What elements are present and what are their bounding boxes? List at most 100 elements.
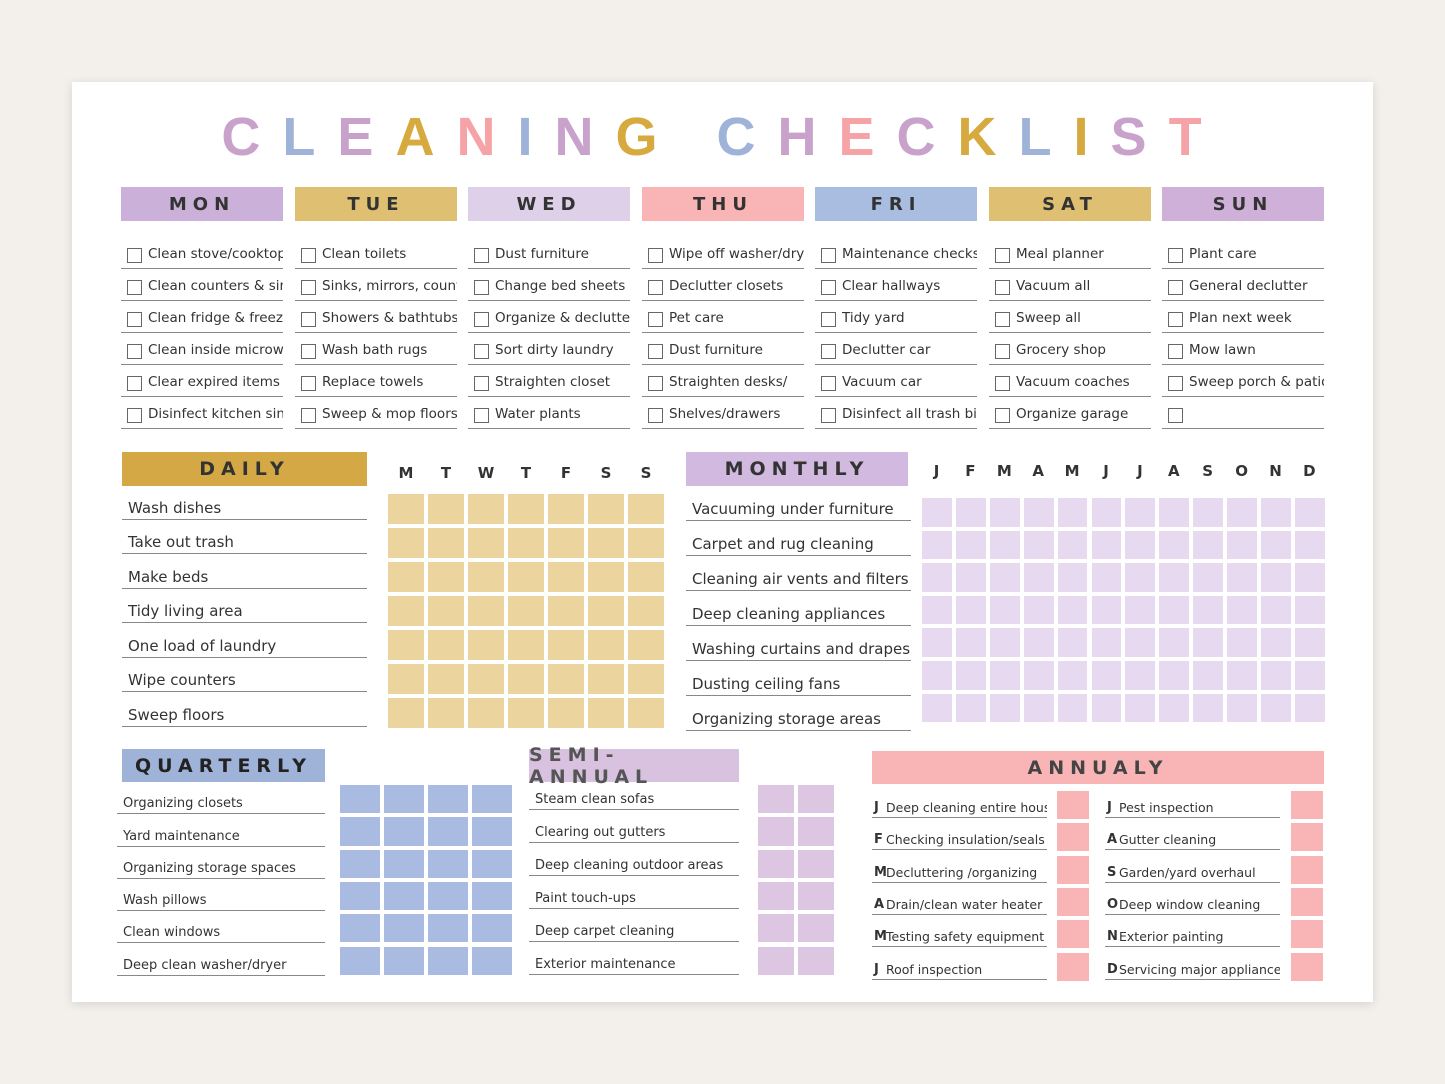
task: Vacuum all	[1016, 278, 1091, 294]
grid-cell	[955, 595, 986, 625]
task: Shelves/drawers	[669, 406, 781, 422]
title-letter: N	[554, 107, 616, 167]
grid-cell	[758, 785, 794, 814]
checkbox	[1168, 344, 1183, 359]
task: Clear expired items	[148, 374, 280, 390]
grid-cell	[388, 596, 424, 626]
grid-cell	[1057, 693, 1088, 723]
day-header: WED	[468, 187, 630, 221]
grid-cell	[955, 693, 986, 723]
checkbox	[995, 344, 1010, 359]
task: Wipe counters	[128, 671, 236, 689]
grid-cell	[628, 596, 664, 626]
grid-cell	[922, 628, 952, 657]
grid-cell	[1091, 498, 1122, 527]
grid-cell	[955, 498, 986, 527]
task-row: Mow lawn	[1162, 339, 1324, 365]
grid-cell	[758, 946, 794, 975]
column-label: M	[398, 464, 414, 482]
task: Pet care	[669, 310, 724, 326]
task: Exterior painting	[1119, 929, 1224, 945]
grid-cell	[955, 628, 986, 657]
grid-cell	[1294, 693, 1325, 723]
grid-cell	[1159, 628, 1190, 657]
task: Washing curtains and drapes	[692, 640, 911, 658]
task: General declutter	[1189, 278, 1308, 294]
checkbox-cell	[1057, 855, 1089, 884]
task: Water plants	[495, 406, 581, 422]
task-row: Vacuum coaches	[989, 371, 1151, 397]
task-row: Straighten desks/	[642, 371, 804, 397]
grid-cell	[472, 914, 512, 943]
task-row: Sweep all	[989, 307, 1151, 333]
task-row: Sweep floors	[122, 698, 367, 727]
task: Roof inspection	[886, 961, 983, 977]
annual-row: N Exterior painting	[1105, 919, 1280, 948]
checkbox-cell	[1057, 791, 1089, 819]
grid-cell	[1091, 628, 1122, 657]
grid-cell	[1125, 530, 1156, 560]
grid-cell	[468, 494, 504, 524]
grid-cell	[588, 596, 624, 626]
checkbox-cell	[1057, 920, 1089, 949]
column-label: J	[933, 462, 940, 480]
task-row: Exterior maintenance	[529, 948, 739, 975]
checkbox	[821, 344, 836, 359]
grid-cell	[628, 528, 664, 558]
grid-cell	[388, 494, 424, 524]
grid-cell	[428, 596, 464, 626]
grid-cell	[1294, 595, 1325, 625]
task-row: Pet care	[642, 307, 804, 333]
grid-cell	[1193, 661, 1224, 690]
task: Organize & declutter	[495, 310, 630, 326]
grid-cell	[428, 785, 468, 814]
title-letter: L	[282, 107, 338, 167]
task: Dusting ceiling fans	[692, 675, 841, 693]
task: Clean inside microwave	[148, 342, 283, 358]
grid-cell	[922, 693, 952, 723]
checkbox-cell	[1291, 887, 1323, 916]
task: Dust furniture	[495, 246, 589, 262]
grid-cell	[1159, 693, 1190, 723]
day-header: TUE	[295, 187, 457, 221]
task-row: Shelves/drawers	[642, 403, 804, 429]
task: Clean stove/cooktop	[148, 246, 283, 262]
grid-cell	[428, 849, 468, 878]
checkbox	[648, 312, 663, 327]
grid-cell	[1294, 530, 1325, 560]
task: Decluttering /organizing	[886, 864, 1038, 880]
grid-cell	[428, 698, 464, 728]
grid-cell	[955, 661, 986, 690]
checkbox	[127, 248, 142, 263]
grid-cell	[1227, 693, 1257, 723]
grid-cell	[1193, 563, 1224, 592]
grid-cell	[922, 563, 952, 592]
task-row: Straighten closet	[468, 371, 630, 397]
grid-cell	[1159, 661, 1190, 690]
grid-cell	[989, 628, 1020, 657]
grid-cell	[1261, 661, 1291, 690]
column-label: A	[1167, 462, 1180, 480]
checkbox	[301, 248, 316, 263]
grid-cell	[758, 849, 794, 878]
task-row: Clearing out gutters	[529, 816, 739, 843]
grid-cell	[1091, 595, 1122, 625]
grid-cell	[1261, 498, 1291, 527]
task: Testing safety equipment	[886, 929, 1045, 945]
grid-cell	[922, 661, 952, 690]
task: Declutter car	[842, 342, 931, 358]
grid-cell	[1227, 563, 1257, 592]
task: Showers & bathtubs	[322, 310, 457, 326]
grid-cell	[628, 664, 664, 694]
grid-cell	[628, 562, 664, 592]
task: Steam clean sofas	[535, 792, 655, 807]
task-row: Clear hallways	[815, 275, 977, 301]
task: Take out trash	[128, 533, 234, 551]
grid-cell	[798, 817, 834, 846]
grid-cell	[468, 698, 504, 728]
task-row: Clean toilets	[295, 243, 457, 269]
grid-cell	[1261, 628, 1291, 657]
checkbox	[995, 408, 1010, 423]
task-row: Sinks, mirrors, counters	[295, 275, 457, 301]
task-row: Organize & declutter	[468, 307, 630, 333]
